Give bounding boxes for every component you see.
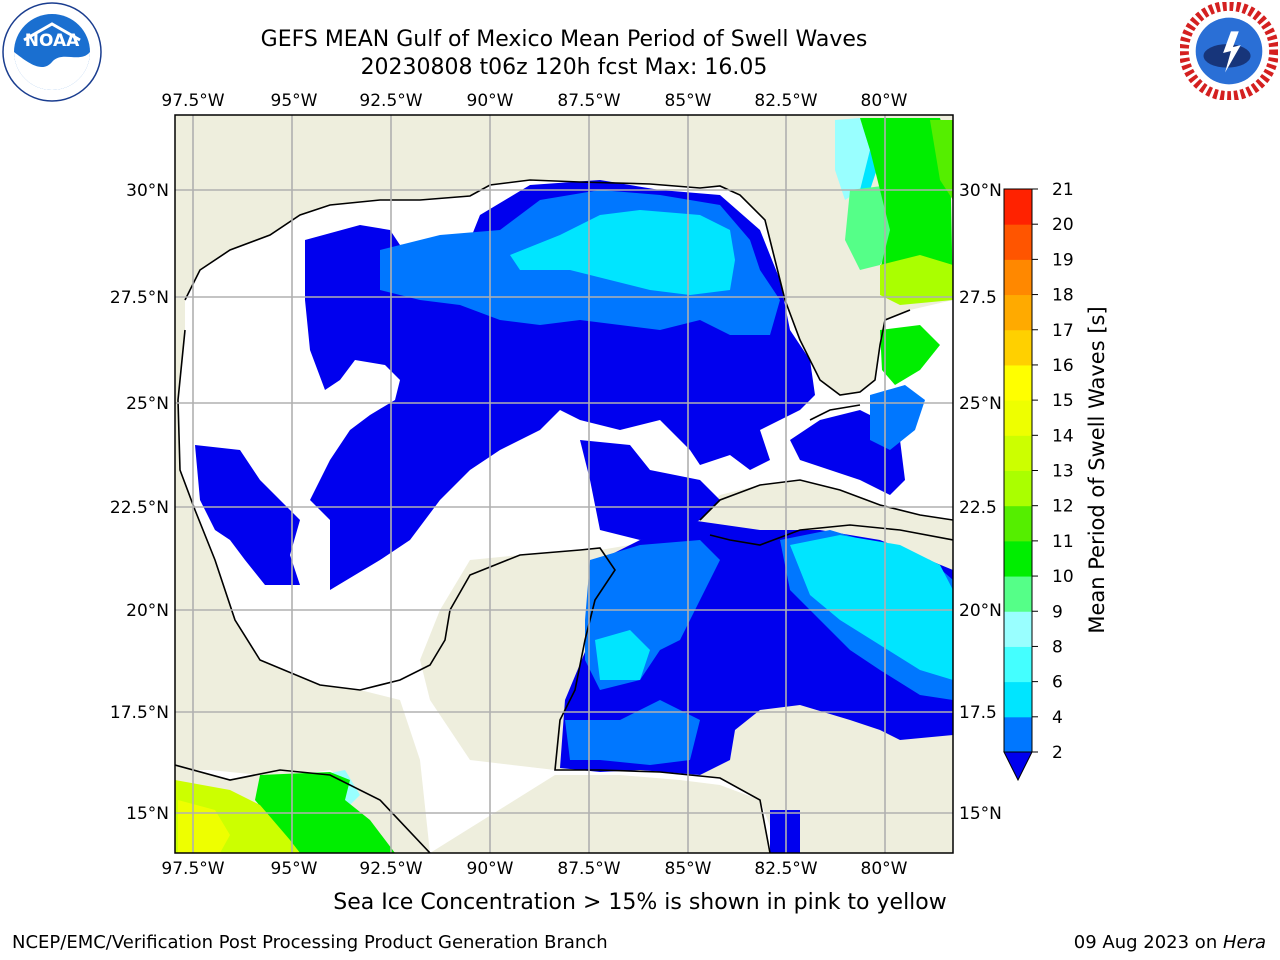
colorbar-extend-arrow (1003, 751, 1033, 782)
colorbar-swatch (1004, 259, 1032, 296)
machine-name: Hera (1222, 932, 1266, 953)
map-layer (175, 115, 953, 853)
lon-label-top: 92.5°W (359, 91, 422, 111)
colorbar-ticks: 2 4 6 8 9 10 11 12 13 14 15 16 17 18 19 20 21 (1032, 180, 1074, 763)
colorbar-swatch (1004, 716, 1032, 753)
yucatan-land (420, 548, 615, 770)
lat-label-left: 25°N (126, 394, 169, 414)
colorbar-swatch (1004, 505, 1032, 542)
colorbar-swatch (1004, 400, 1032, 436)
colorbar-tick-label: 20 (1052, 215, 1074, 235)
sea-ice-note-text: Sea Ice Concentration > 15% is shown in … (333, 890, 947, 915)
lat-label-left: 27.5°N (110, 288, 169, 308)
colorbar-swatches (1004, 189, 1032, 753)
colorbar-swatch (1004, 435, 1032, 471)
colorbar-tick-label: 18 (1052, 286, 1074, 306)
lat-label-right: 25°N (959, 394, 1002, 414)
nws-logo (1180, 2, 1278, 100)
colorbar-tick-label: 9 (1052, 602, 1063, 622)
lon-label-top: 85°W (665, 91, 712, 111)
colorbar-swatch (1004, 540, 1032, 577)
colorbar-swatch (1004, 611, 1032, 647)
colorbar-swatch (1004, 470, 1032, 507)
colorbar-swatch (1004, 681, 1032, 718)
credit-text: NCEP/EMC/Verification Post Processing Pr… (12, 932, 608, 953)
lon-label-bottom: 85°W (665, 859, 712, 879)
colorbar-swatch (1004, 576, 1032, 612)
lat-label-right: 30°N (959, 181, 1002, 201)
lon-label-bottom: 82.5°W (754, 859, 817, 879)
colorbar-tick-label: 2 (1052, 743, 1063, 763)
colorbar-tick-label: 8 (1052, 637, 1063, 657)
date-text: 09 Aug 2023 on (1073, 932, 1223, 953)
lat-label-right: 27.5 (959, 288, 997, 308)
lat-label-right: 15°N (959, 804, 1002, 824)
colorbar-tick-label: 14 (1052, 426, 1074, 446)
lon-label-top: 80°W (861, 91, 908, 111)
lon-labels-bottom: 97.5°W 95°W 92.5°W 90°W 87.5°W 85°W 82.5… (161, 859, 907, 879)
colorbar-tick-label: 17 (1052, 321, 1074, 341)
colorbar-swatch (1004, 189, 1032, 225)
graticule (175, 115, 953, 853)
lon-label-bottom: 92.5°W (359, 859, 422, 879)
lat-labels-right: 30°N 27.5 25°N 22.5 20°N 17.5 15°N (959, 181, 1002, 824)
lon-label-bottom: 80°W (861, 859, 908, 879)
colorbar-tick-label: 13 (1052, 462, 1074, 482)
lat-labels-left: 30°N 27.5°N 25°N 22.5°N 20°N 17.5°N 15°N (110, 181, 169, 824)
colorbar-tick-label: 4 (1052, 708, 1063, 728)
colorbar: 2 4 6 8 9 10 11 12 13 14 15 16 17 18 19 20 21 (1003, 180, 1074, 782)
colorbar-swatch (1004, 329, 1032, 366)
date-stamp: 09 Aug 2023 on Hera (1074, 932, 1266, 953)
noaa-logo: NOAA (2, 2, 102, 102)
lat-label-left: 17.5°N (110, 703, 169, 723)
colorbar-swatch (1004, 224, 1032, 260)
colorbar-tick-label: 6 (1052, 673, 1063, 693)
colorbar-tick-label: 15 (1052, 391, 1074, 411)
map-subtitle: 20230808 t06z 120h fcst Max: 16.05 (360, 55, 768, 80)
colorbar-tick-label: 21 (1052, 180, 1074, 200)
lon-labels-top: 97.5°W 95°W 92.5°W 90°W 87.5°W 85°W 82.5… (161, 91, 907, 111)
lon-label-bottom: 90°W (467, 859, 514, 879)
lon-label-top: 97.5°W (161, 91, 224, 111)
lat-label-left: 22.5°N (110, 498, 169, 518)
lon-label-top: 95°W (271, 91, 318, 111)
colorbar-tick-label: 10 (1052, 567, 1074, 587)
map-frame (174, 114, 954, 854)
lat-label-right: 20°N (959, 601, 1002, 621)
lat-label-left: 30°N (126, 181, 169, 201)
lon-label-bottom: 87.5°W (557, 859, 620, 879)
lon-label-top: 87.5°W (557, 91, 620, 111)
lat-label-left: 20°N (126, 601, 169, 621)
lon-label-bottom: 97.5°W (161, 859, 224, 879)
colorbar-label: Mean Period of Swell Waves [s] (1085, 306, 1109, 634)
noaa-logo-text: NOAA (25, 31, 80, 51)
lon-label-top: 90°W (467, 91, 514, 111)
colorbar-tick-label: 16 (1052, 356, 1074, 376)
lat-label-right: 17.5 (959, 703, 997, 723)
lon-label-bottom: 95°W (271, 859, 318, 879)
lat-label-left: 15°N (126, 804, 169, 824)
coastlines (175, 179, 953, 853)
colorbar-tick-label: 11 (1052, 532, 1074, 552)
colorbar-tick-label: 19 (1052, 250, 1074, 270)
sea-ice-note: Sea Ice Concentration > 15% is shown in … (0, 890, 1280, 915)
colorbar-tick-label: 12 (1052, 497, 1074, 517)
map-title: GEFS MEAN Gulf of Mexico Mean Period of … (260, 27, 868, 52)
colorbar-swatch (1004, 646, 1032, 683)
lon-label-top: 82.5°W (754, 91, 817, 111)
lat-label-right: 22.5 (959, 498, 997, 518)
colorbar-swatch (1004, 364, 1032, 401)
colorbar-swatch (1004, 294, 1032, 331)
